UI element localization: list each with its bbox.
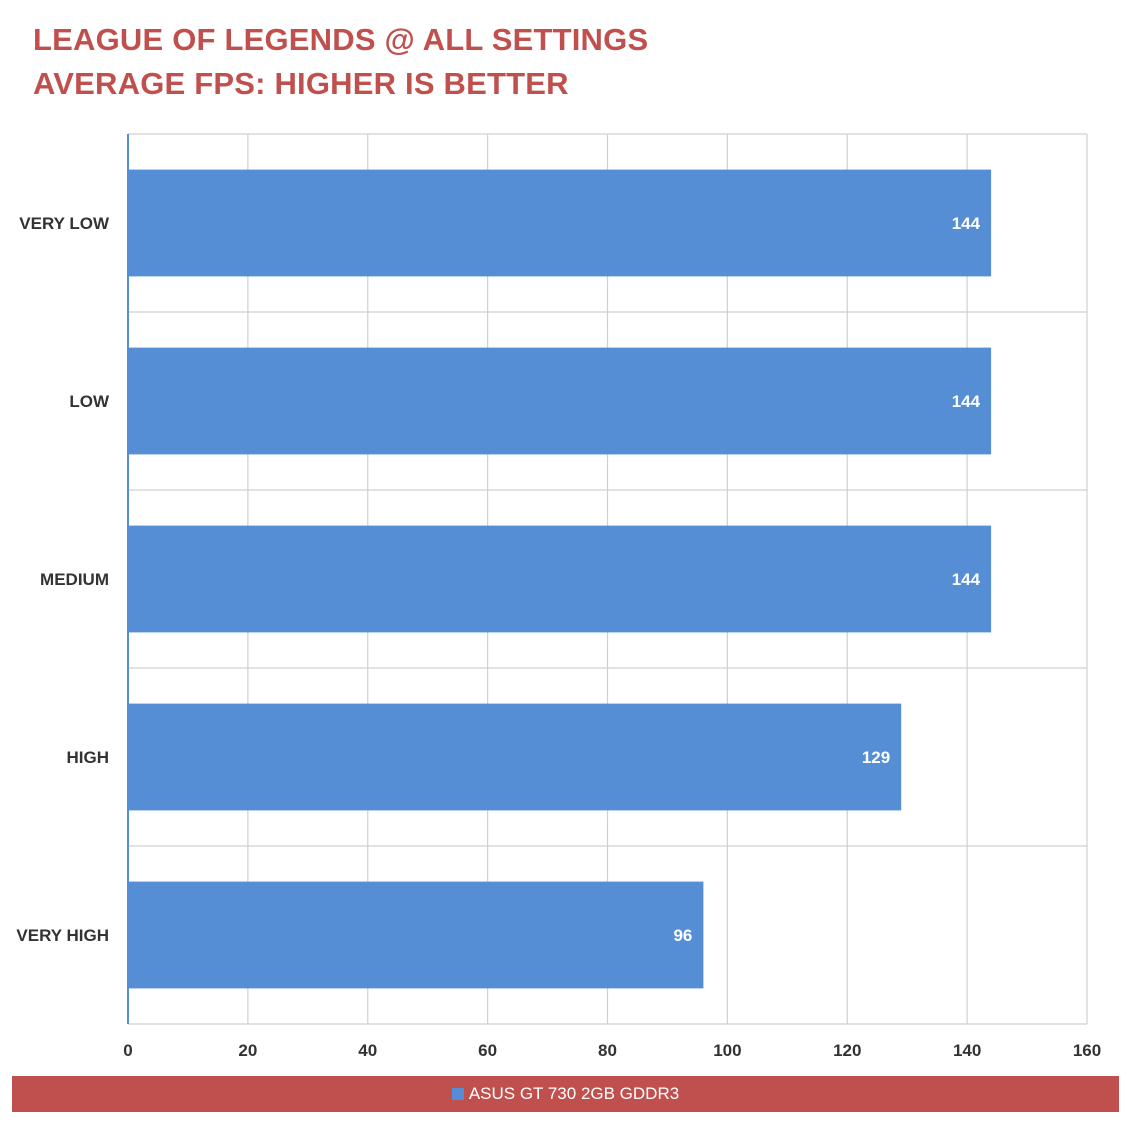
category-label: HIGH	[67, 748, 110, 767]
legend-swatch	[451, 1088, 464, 1100]
bar	[128, 347, 992, 455]
data-label: 144	[952, 214, 981, 233]
data-label: 144	[952, 392, 981, 411]
bar	[128, 169, 992, 277]
bar-chart: VERY LOW 144 LOW 144 MEDIUM 144 HIGH 129 VERY HI…	[16, 133, 1101, 1060]
x-tick-label: 20	[238, 1041, 257, 1060]
x-tick-label: 0	[123, 1041, 132, 1060]
x-tick-label: 120	[833, 1041, 861, 1060]
data-label: 129	[862, 748, 890, 767]
bar	[128, 525, 992, 633]
legend: ASUS GT 730 2GB GDDR3	[12, 1076, 1119, 1112]
chart-subtitle: AVERAGE FPS: HIGHER IS BETTER	[33, 66, 569, 101]
x-tick-label: 140	[953, 1041, 981, 1060]
data-label: 96	[673, 926, 692, 945]
x-tick-label: 60	[478, 1041, 497, 1060]
category-label: VERY LOW	[19, 214, 110, 233]
legend-series-name: ASUS GT 730 2GB GDDR3	[468, 1084, 680, 1103]
category-label: MEDIUM	[40, 570, 109, 589]
x-tick-label: 40	[358, 1041, 377, 1060]
x-tick-label: 80	[598, 1041, 617, 1060]
x-tick-label: 100	[713, 1041, 741, 1060]
bar	[128, 703, 902, 811]
data-label: 144	[952, 570, 981, 589]
bar	[128, 881, 704, 989]
x-tick-label: 160	[1073, 1041, 1101, 1060]
category-label: LOW	[69, 392, 110, 411]
chart-title: LEAGUE OF LEGENDS @ ALL SETTINGS	[33, 22, 649, 57]
category-label: VERY HIGH	[16, 926, 109, 945]
